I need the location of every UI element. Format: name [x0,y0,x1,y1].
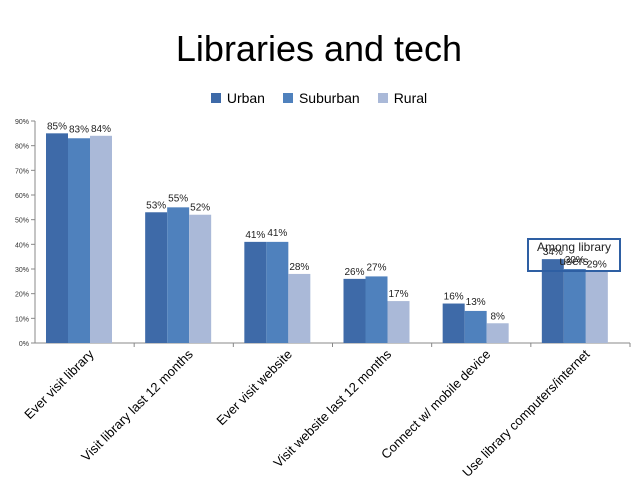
y-tick-label: 40% [15,242,29,249]
data-label: 55% [168,193,188,204]
data-label: 84% [91,124,111,135]
data-label: 26% [344,267,364,278]
bar-rural [486,323,509,343]
legend-item-suburban: Suburban [282,90,360,106]
y-tick-label: 30% [15,267,29,274]
legend: Urban Suburban Rural [0,90,638,106]
bar-suburban [563,269,586,343]
x-category-label: Ever visit library [21,346,97,422]
legend-swatch-rural [377,93,388,103]
annotation-callout: Among library users [527,238,621,272]
bar-suburban [365,276,388,343]
bar-suburban [167,207,190,343]
data-label: 28% [289,262,309,273]
data-label: 53% [146,200,166,211]
bar-rural [189,214,212,343]
data-label: 34% [543,247,563,258]
data-label: 52% [190,203,210,214]
data-label: 8% [490,311,505,322]
legend-swatch-suburban [282,93,293,103]
bar-rural [585,271,608,343]
bar-suburban [464,310,487,343]
bar-urban [145,212,168,343]
data-label: 85% [47,121,67,132]
legend-label-urban: Urban [226,90,265,106]
x-category-label: Connect w/ mobile device [378,347,493,462]
y-tick-label: 60% [15,193,29,200]
legend-label-suburban: Suburban [298,90,360,106]
y-tick-label: 0% [19,341,29,348]
data-label: 41% [245,230,265,241]
bar-suburban [68,138,90,343]
y-tick-label: 80% [15,144,29,151]
data-label: 30% [565,255,585,266]
bar-suburban [266,241,289,343]
bar-urban [244,241,267,343]
bar-urban [343,278,366,343]
legend-swatch-urban [210,93,221,103]
bar-rural [288,273,311,343]
chart-title: Libraries and tech [175,28,463,69]
data-label: 83% [69,124,89,135]
data-label: 27% [366,262,386,273]
y-tick-label: 90% [15,119,29,126]
bar-urban [541,259,564,343]
data-label: 41% [267,228,287,239]
bar-rural [90,135,112,343]
data-label: 17% [388,289,408,300]
data-label: 13% [466,297,486,308]
y-tick-label: 10% [15,316,29,323]
y-tick-label: 70% [15,168,29,175]
bar-rural [387,301,410,343]
data-label: 16% [444,292,464,303]
bar-urban [442,303,465,343]
y-tick-label: 20% [15,292,29,299]
bar-urban [46,133,68,343]
x-category-label: Visit library last 12 months [78,346,196,464]
legend-item-rural: Rural [377,90,428,106]
x-category-label: Visit website last 12 months [270,346,394,470]
data-label: 29% [587,259,607,270]
x-category-label: Ever visit website [213,347,295,429]
y-tick-label: 50% [15,218,29,225]
legend-label-rural: Rural [393,90,428,106]
legend-item-urban: Urban [210,90,265,106]
